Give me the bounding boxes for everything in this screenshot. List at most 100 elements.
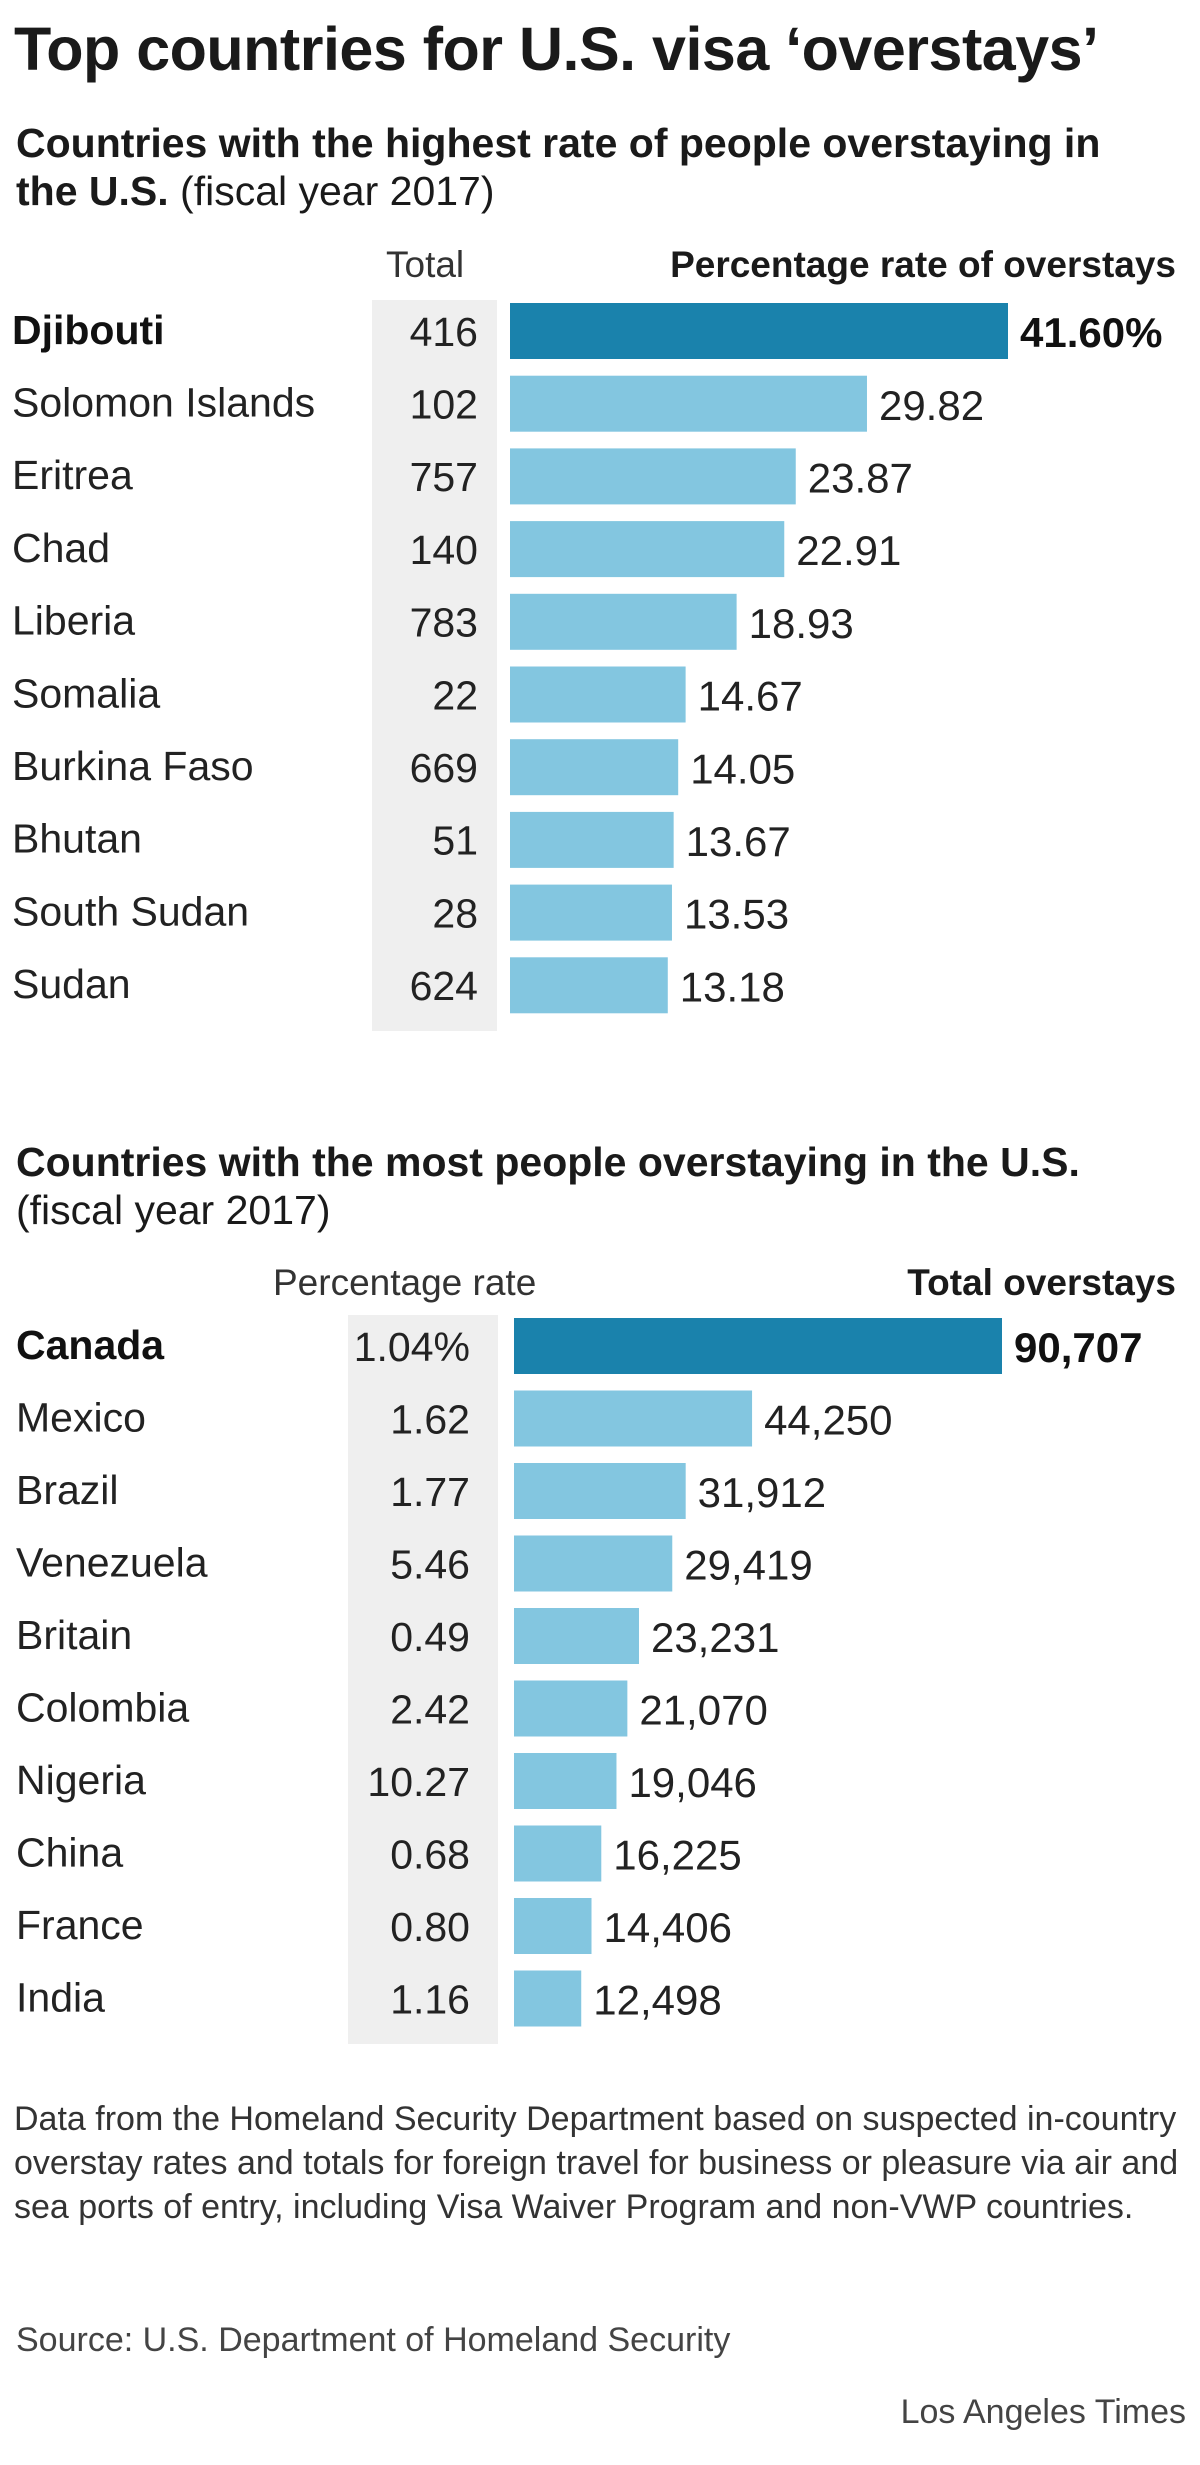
bar	[514, 1898, 592, 1954]
total-row: Colombia 2.42 21,070	[16, 1680, 768, 1737]
rate-value: 2.42	[390, 1686, 470, 1732]
total-value: 757	[410, 454, 478, 500]
bar-value-label: 21,070	[639, 1687, 767, 1734]
total-row: India 1.16 12,498	[16, 1970, 722, 2027]
bar-value-label: 23.87	[808, 454, 913, 501]
rate-row: Sudan 624 13.18	[12, 957, 785, 1014]
bar	[514, 1825, 602, 1882]
category-label: Mexico	[16, 1394, 146, 1440]
bar-value-label: 14.05	[690, 745, 795, 792]
total-row: Mexico 1.62 44,250	[16, 1390, 893, 1447]
rate-value: 1.16	[390, 1976, 470, 2022]
rate-row: Chad 140 22.91	[12, 521, 901, 578]
bar-value-label: 31,912	[698, 1469, 826, 1516]
bar	[510, 593, 737, 650]
bar-value-label: 22.91	[796, 527, 901, 574]
category-label: Eritrea	[12, 452, 133, 498]
bar-value-label: 14.67	[698, 673, 803, 720]
bar-value-label: 12,498	[593, 1977, 721, 2024]
rate-value: 5.46	[390, 1541, 470, 1587]
total-value: 22	[432, 672, 478, 718]
bar	[514, 1318, 1002, 1374]
rate-row: Bhutan 51 13.67	[12, 811, 791, 868]
bar	[514, 1463, 686, 1519]
total-row: Canada 1.04% 90,707	[16, 1318, 1142, 1374]
bar	[510, 884, 672, 941]
bar	[510, 375, 867, 432]
total-row: China 0.68 16,225	[16, 1825, 742, 1882]
total-row: Brazil 1.77 31,912	[16, 1463, 826, 1519]
bar-value-label: 29,419	[684, 1542, 812, 1589]
rate-chart-title-note: (fiscal year 2017)	[180, 168, 495, 214]
category-label: Burkina Faso	[12, 743, 254, 789]
rate-row: South Sudan 28 13.53	[12, 884, 789, 941]
bar	[510, 957, 668, 1014]
bar-value-label: 90,707	[1014, 1324, 1142, 1371]
total-value: 51	[432, 818, 478, 864]
bar	[514, 1970, 582, 2027]
chart-title: Top countries for U.S. visa ‘overstays’	[14, 15, 1099, 83]
category-label: India	[16, 1974, 105, 2020]
category-label: France	[16, 1902, 144, 1948]
bar-value-label: 16,225	[613, 1832, 741, 1879]
rate-row: Djibouti 416 41.60%	[12, 303, 1162, 359]
source-line: Source: U.S. Department of Homeland Secu…	[16, 2321, 731, 2359]
rate-value: 1.04%	[354, 1324, 470, 1370]
rate-value: 1.62	[390, 1396, 470, 1442]
bar	[514, 1753, 617, 1809]
total-row: Nigeria 10.27 19,046	[16, 1753, 757, 1809]
bar	[510, 521, 785, 578]
total-side-column-background	[348, 1315, 498, 2044]
category-label: Canada	[16, 1322, 165, 1368]
bar-value-label: 41.60%	[1020, 309, 1162, 356]
category-label: Colombia	[16, 1684, 189, 1730]
bar	[510, 666, 686, 723]
rate-bar-header: Percentage rate of overstays	[670, 244, 1176, 285]
total-chart-title-note: (fiscal year 2017)	[16, 1187, 331, 1233]
rate-value: 1.77	[390, 1469, 470, 1515]
publisher-credit: Los Angeles Times	[900, 2393, 1186, 2431]
rate-value: 0.49	[390, 1614, 470, 1660]
total-value: 624	[410, 963, 478, 1009]
rate-bar-chart: Djibouti 416 41.60% Solomon Islands 102 29.82…	[12, 300, 1162, 1031]
total-bar-chart: Canada 1.04% 90,707 Mexico 1.62 44,250 Brazil 1…	[16, 1315, 1142, 2044]
total-value: 416	[410, 309, 478, 355]
category-label: Britain	[16, 1612, 132, 1658]
bar	[514, 1535, 673, 1592]
bar-value-label: 19,046	[628, 1759, 756, 1806]
bar-value-label: 18.93	[749, 600, 854, 647]
rate-value: 0.80	[390, 1904, 470, 1950]
bar-value-label: 14,406	[604, 1904, 732, 1951]
total-bar-header: Total overstays	[907, 1262, 1176, 1303]
total-value: 28	[432, 890, 478, 936]
total-value: 783	[410, 600, 478, 646]
rate-column-header: Percentage rate	[273, 1262, 537, 1303]
bar	[514, 1680, 628, 1737]
category-label: Solomon Islands	[12, 380, 315, 426]
bar	[510, 448, 796, 505]
total-row: Britain 0.49 23,231	[16, 1608, 779, 1664]
category-label: Venezuela	[16, 1539, 208, 1585]
bar-value-label: 44,250	[764, 1397, 892, 1444]
rate-row: Somalia 22 14.67	[12, 666, 803, 723]
bar	[514, 1608, 639, 1664]
bar-value-label: 29.82	[879, 382, 984, 429]
total-chart-title: Countries with the most people overstayi…	[16, 1139, 1080, 1185]
category-label: Bhutan	[12, 816, 142, 862]
total-row: Venezuela 5.46 29,419	[16, 1535, 813, 1592]
rate-side-column-background	[372, 300, 497, 1031]
category-label: Brazil	[16, 1467, 119, 1513]
bar-value-label: 13.53	[684, 891, 789, 938]
bar	[514, 1390, 753, 1447]
category-label: South Sudan	[12, 888, 249, 934]
total-column-header: Total	[386, 244, 465, 285]
rate-value: 10.27	[367, 1759, 470, 1805]
bar	[510, 303, 1008, 359]
category-label: Sudan	[12, 961, 131, 1007]
bar-value-label: 13.18	[680, 963, 785, 1010]
bar	[510, 739, 679, 796]
total-value: 669	[410, 745, 478, 791]
total-value: 102	[410, 382, 478, 428]
bar-value-label: 23,231	[651, 1614, 779, 1661]
rate-row: Burkina Faso 669 14.05	[12, 739, 795, 796]
